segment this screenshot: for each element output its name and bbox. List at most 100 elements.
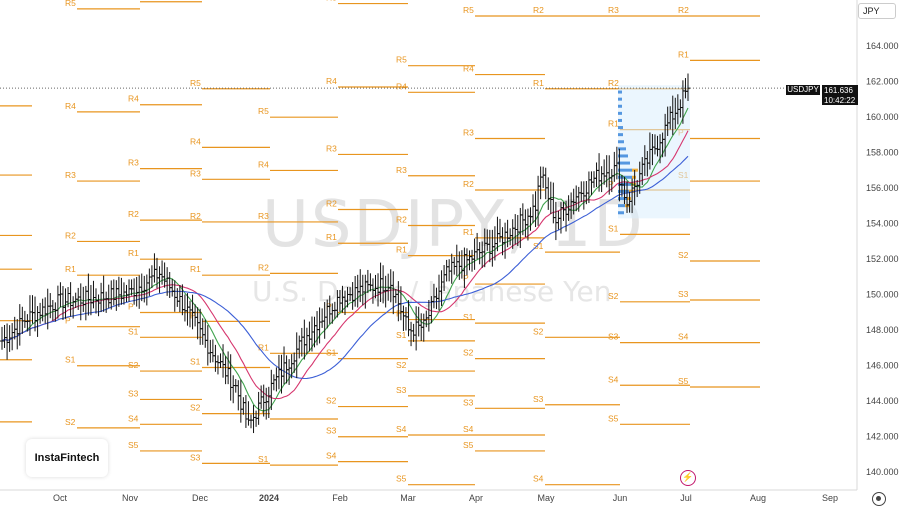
price-tag-time: 10:42:22: [824, 96, 856, 105]
pivot-label: S1: [65, 355, 76, 365]
y-tick-label: 152.000: [866, 254, 899, 264]
x-tick-label: May: [537, 493, 555, 503]
pivot-label: S4: [326, 451, 337, 461]
pivot-label: R3: [326, 143, 337, 153]
pivot-label: R5: [326, 0, 337, 3]
pivot-label: S3: [128, 388, 139, 398]
x-tick-label: Jul: [680, 493, 692, 503]
profile-bar: [618, 189, 629, 193]
currency-button[interactable]: JPY: [858, 3, 896, 19]
pivot-label: R1: [128, 248, 139, 258]
pivot-label: S5: [678, 376, 689, 386]
pivot-label: S1: [128, 326, 139, 336]
pivot-label: R1: [533, 78, 544, 88]
profile-bar: [618, 168, 632, 172]
profile-bar: [618, 90, 622, 94]
last-price-tag: USDJPY 161.636 10:42:22: [786, 85, 858, 105]
pivot-label: R2: [258, 262, 269, 272]
pivot-label: R3: [258, 211, 269, 221]
pivot-label: R1: [463, 227, 474, 237]
pivot-label: R3: [463, 127, 474, 137]
pivot-label: P: [128, 301, 134, 311]
pivot-label: R4: [65, 101, 76, 111]
pivot-label: R1: [608, 119, 619, 129]
pivot-label: R2: [678, 5, 689, 15]
pivot-label: S4: [463, 424, 474, 434]
price-tag-value: 161.636: [824, 86, 853, 95]
pivot-label: R2: [65, 230, 76, 240]
profile-bar: [618, 133, 623, 137]
pivot-label: S3: [608, 332, 619, 342]
pivot-label: S4: [608, 374, 619, 384]
x-tick-label: 2024: [259, 493, 279, 503]
pivot-label: S2: [190, 403, 201, 413]
pivot-label: S5: [463, 440, 474, 450]
pivot-label: S1: [608, 223, 619, 233]
y-tick-label: 144.000: [866, 396, 899, 406]
pivot-label: S3: [463, 397, 474, 407]
pivot-label: R4: [190, 136, 201, 146]
profile-bar: [618, 147, 626, 151]
x-tick-label: Sep: [822, 493, 838, 503]
y-tick-label: 162.000: [866, 77, 899, 87]
pivot-label: S2: [65, 417, 76, 427]
x-tick-label: Nov: [122, 493, 139, 503]
pivot-label: R2: [463, 179, 474, 189]
x-tick-label: Aug: [750, 493, 766, 503]
pivot-label: S2: [463, 348, 474, 358]
pivot-label: S2: [533, 326, 544, 336]
y-tick-label: 146.000: [866, 361, 899, 371]
x-tick-label: Apr: [469, 493, 483, 503]
pivot-label: S3: [326, 426, 337, 436]
pivot-label: P: [608, 179, 614, 189]
pivot-label: R3: [396, 165, 407, 175]
pivot-label: R2: [326, 198, 337, 208]
pivot-label: P: [65, 316, 71, 326]
lightning-icon[interactable]: ⚡: [680, 470, 696, 486]
pivot-label: R4: [463, 64, 474, 74]
pivot-label: R1: [678, 49, 689, 59]
profile-bar: [618, 140, 624, 144]
pivot-label: R5: [463, 5, 474, 15]
profile-bar: [618, 126, 623, 130]
y-tick-label: 164.000: [866, 41, 899, 51]
profile-bar: [618, 111, 622, 115]
pivot-label: S1: [258, 454, 269, 464]
pivot-label: S5: [128, 440, 139, 450]
profile-bar: [618, 161, 630, 165]
pivot-label: R5: [258, 106, 269, 116]
pivot-label: R2: [396, 214, 407, 224]
y-tick-label: 158.000: [866, 148, 899, 158]
x-tick-label: Dec: [192, 493, 209, 503]
pivot-label: R1: [396, 245, 407, 255]
pivot-label: R3: [608, 5, 619, 15]
profile-bar: [618, 211, 624, 215]
y-tick-label: 154.000: [866, 219, 899, 229]
pivot-label: R2: [533, 5, 544, 15]
profile-bar: [618, 204, 625, 208]
pivot-label: R3: [128, 158, 139, 168]
y-tick-label: 160.000: [866, 112, 899, 122]
price-axis[interactable]: 140.000 142.000 144.000 146.000 148.000 150.0…: [866, 41, 899, 477]
pivot-label: P: [463, 273, 469, 283]
time-axis[interactable]: Oct Nov Dec 2024 Feb Mar Apr May Jun Jul Aug Sep: [53, 493, 838, 503]
pivot-label: R2: [608, 78, 619, 88]
pivot-label: R4: [396, 81, 407, 91]
pivot-label: R4: [128, 94, 139, 104]
profile-bar-down: [627, 197, 631, 201]
gear-icon[interactable]: [872, 492, 886, 506]
pivot-label: S1: [190, 357, 201, 367]
profile-bar: [618, 104, 622, 108]
pivot-label: R3: [65, 170, 76, 180]
pivot-label: R5: [190, 78, 201, 88]
pivot-label: S2: [608, 291, 619, 301]
pivot-label: S4: [128, 413, 139, 423]
price-tag-symbol: USDJPY: [786, 85, 820, 95]
profile-bar-down: [632, 175, 636, 179]
y-tick-label: 140.000: [866, 467, 899, 477]
volume-profile: [618, 85, 690, 219]
pivot-label: R1: [258, 342, 269, 352]
pivot-label: S5: [396, 474, 407, 484]
pivot-label: R1: [190, 264, 201, 274]
